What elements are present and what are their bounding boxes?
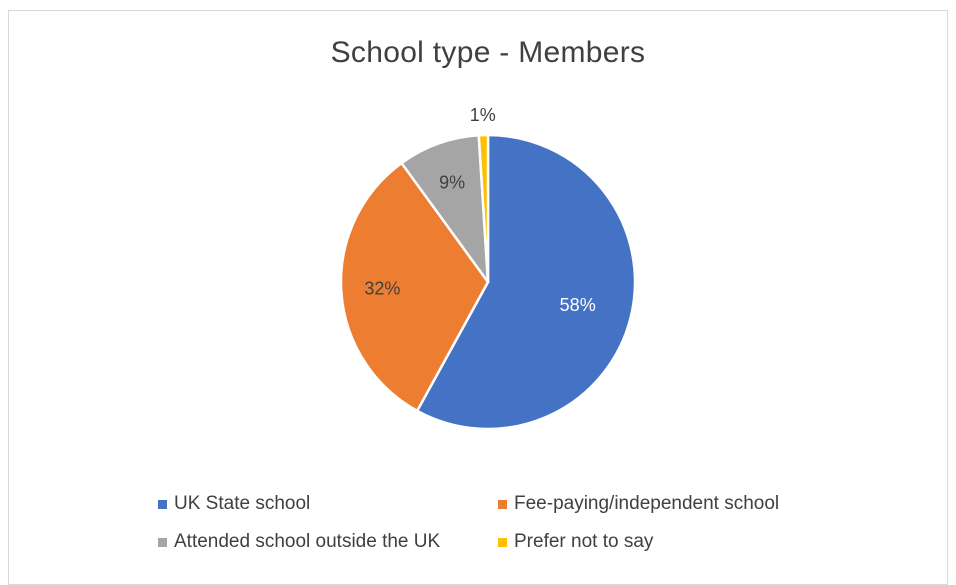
legend-swatch [158,499,167,509]
legend-item-uk-state-school: UK State school [158,493,310,515]
legend-swatch [498,537,507,547]
legend-label: Fee-paying/independent school [514,493,780,514]
pie-slice-0 [415,133,637,431]
data-label-3: 1% [470,105,496,125]
data-label-1: 32% [364,279,400,299]
pie-slice-3 [477,133,490,284]
legend-row-2: Attended school outside the UK Prefer no… [158,531,918,569]
legend-swatch [498,499,507,509]
legend-label: Prefer not to say [514,531,654,552]
legend-row-1: UK State school Fee-paying/independent s… [158,493,918,531]
legend-item-prefer-not-to-say: Prefer not to say [498,531,653,553]
legend-item-attended-outside-uk: Attended school outside the UK [158,531,440,553]
data-label-2: 9% [439,172,465,192]
legend-swatch [158,537,167,547]
chart-title: School type - Members [330,36,646,69]
legend-label: UK State school [174,493,311,514]
pie-slice-2 [400,134,490,284]
pie-slice-1 [339,161,490,413]
legend-item-fee-paying-school: Fee-paying/independent school [498,493,779,515]
chart-legend: UK State school Fee-paying/independent s… [158,493,918,569]
legend-label: Attended school outside the UK [174,531,441,552]
data-label-0: 58% [560,295,596,315]
